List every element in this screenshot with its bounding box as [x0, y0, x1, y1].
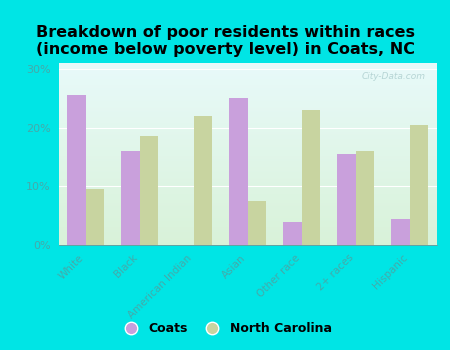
Bar	[356, 151, 374, 245]
Bar	[337, 154, 356, 245]
Bar	[229, 98, 248, 245]
Bar	[121, 151, 140, 245]
Bar	[67, 95, 86, 245]
Bar	[248, 201, 266, 245]
Bar	[283, 222, 302, 245]
Bar	[410, 125, 428, 245]
Text: Breakdown of poor residents within races
(income below poverty level) in Coats, : Breakdown of poor residents within races…	[36, 25, 414, 57]
Bar	[391, 219, 410, 245]
Bar	[140, 136, 158, 245]
Bar	[194, 116, 212, 245]
Legend: Coats, North Carolina: Coats, North Carolina	[113, 317, 337, 340]
Bar	[86, 189, 104, 245]
Text: City-Data.com: City-Data.com	[361, 72, 425, 81]
Bar	[302, 110, 320, 245]
